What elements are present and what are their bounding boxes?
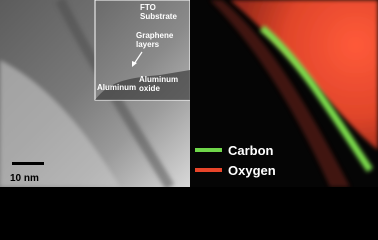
inset-label: Graphene layers — [136, 31, 174, 49]
page: {"micrograph": { "scale_bar": "10 nm", "… — [0, 0, 378, 187]
label-line: Aluminum — [97, 83, 136, 92]
label-line: Substrate — [140, 12, 177, 21]
oxygen-region — [230, 0, 378, 150]
label-line: Graphene — [136, 31, 174, 40]
carbon-band — [259, 25, 373, 172]
label-line: oxide — [139, 84, 160, 93]
arrow-head — [132, 61, 137, 67]
arrow — [133, 51, 143, 65]
inset-aluminum — [95, 70, 190, 100]
scale-label: 10 nm — [10, 173, 39, 184]
scale-bar — [12, 162, 44, 165]
figure: FTO Substrate Graphene layers Aluminum Alu… — [0, 0, 378, 187]
legend-label: Oxygen — [228, 163, 276, 178]
oxygen-fringe — [210, 0, 350, 187]
legend-label: Carbon — [228, 143, 274, 158]
label-line: FTO — [140, 3, 156, 12]
tem-substrate — [0, 60, 120, 187]
inset-label: FTO Substrate — [140, 3, 177, 21]
label-line: layers — [136, 40, 160, 49]
label-line: Aluminum — [139, 75, 178, 84]
inset-label: Aluminum oxide — [139, 75, 178, 93]
legend: Carbon Oxygen — [195, 143, 276, 178]
inset-label: Aluminum — [97, 83, 136, 92]
